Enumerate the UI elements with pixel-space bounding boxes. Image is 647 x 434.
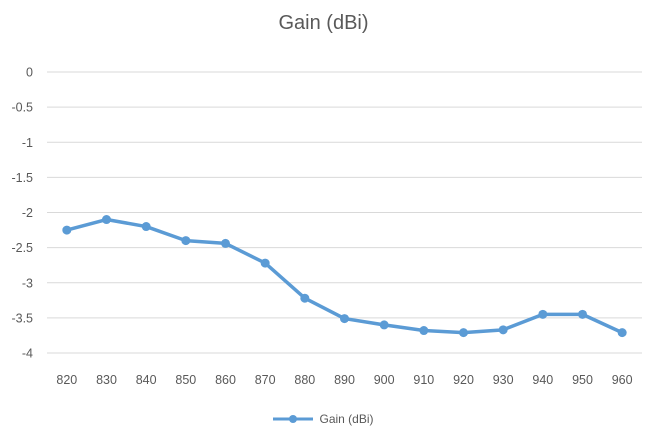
data-point xyxy=(141,222,151,232)
y-tick-label: -1 xyxy=(22,136,33,150)
data-point xyxy=(181,236,191,246)
y-tick-label: -2.5 xyxy=(11,241,33,255)
y-tick-label: -3 xyxy=(22,276,33,290)
x-tick-label: 960 xyxy=(612,373,633,387)
gridlines xyxy=(47,71,642,354)
x-tick-label: 880 xyxy=(294,373,315,387)
data-point xyxy=(459,328,468,338)
x-tick-label: 940 xyxy=(532,373,553,387)
data-point xyxy=(498,325,508,335)
data-point xyxy=(340,314,349,324)
data-point xyxy=(260,258,270,268)
x-tick-label: 830 xyxy=(96,373,117,387)
series-layer xyxy=(62,215,627,338)
x-tick-label: 840 xyxy=(136,373,157,387)
y-tick-label: -4 xyxy=(22,347,33,361)
x-tick-label: 820 xyxy=(56,373,77,387)
x-tick-label: 930 xyxy=(493,373,514,387)
y-tick-label: -1.5 xyxy=(11,171,33,185)
y-axis-ticks: 0 -0.5 -1 -1.5 -2 -2.5 -3 -3.5 -4 xyxy=(11,66,33,361)
x-tick-label: 910 xyxy=(413,373,434,387)
data-point xyxy=(617,328,627,338)
x-tick-label: 950 xyxy=(572,373,593,387)
data-point xyxy=(578,309,587,319)
data-point xyxy=(62,225,72,235)
data-point xyxy=(300,293,310,303)
y-tick-label: 0 xyxy=(26,66,33,80)
legend: Gain (dBi) xyxy=(0,412,647,426)
x-tick-label: 870 xyxy=(255,373,276,387)
x-tick-label: 860 xyxy=(215,373,236,387)
x-tick-label: 920 xyxy=(453,373,474,387)
data-point xyxy=(221,238,230,248)
y-tick-label: -2 xyxy=(22,206,33,220)
legend-swatch xyxy=(273,415,314,423)
x-tick-label: 890 xyxy=(334,373,355,387)
data-point xyxy=(102,215,111,225)
y-tick-label: -0.5 xyxy=(11,101,33,115)
data-point xyxy=(538,309,548,319)
data-point xyxy=(379,320,389,330)
x-tick-label: 850 xyxy=(175,373,196,387)
x-axis-ticks: 820 830 840 850 860 870 880 890 900 910 920 930 940 9… xyxy=(56,373,632,387)
data-point xyxy=(419,326,429,336)
chart-title: Gain (dBi) xyxy=(278,12,369,34)
y-tick-label: -3.5 xyxy=(11,311,33,325)
legend-label: Gain (dBi) xyxy=(319,412,374,426)
x-tick-label: 900 xyxy=(374,373,395,387)
